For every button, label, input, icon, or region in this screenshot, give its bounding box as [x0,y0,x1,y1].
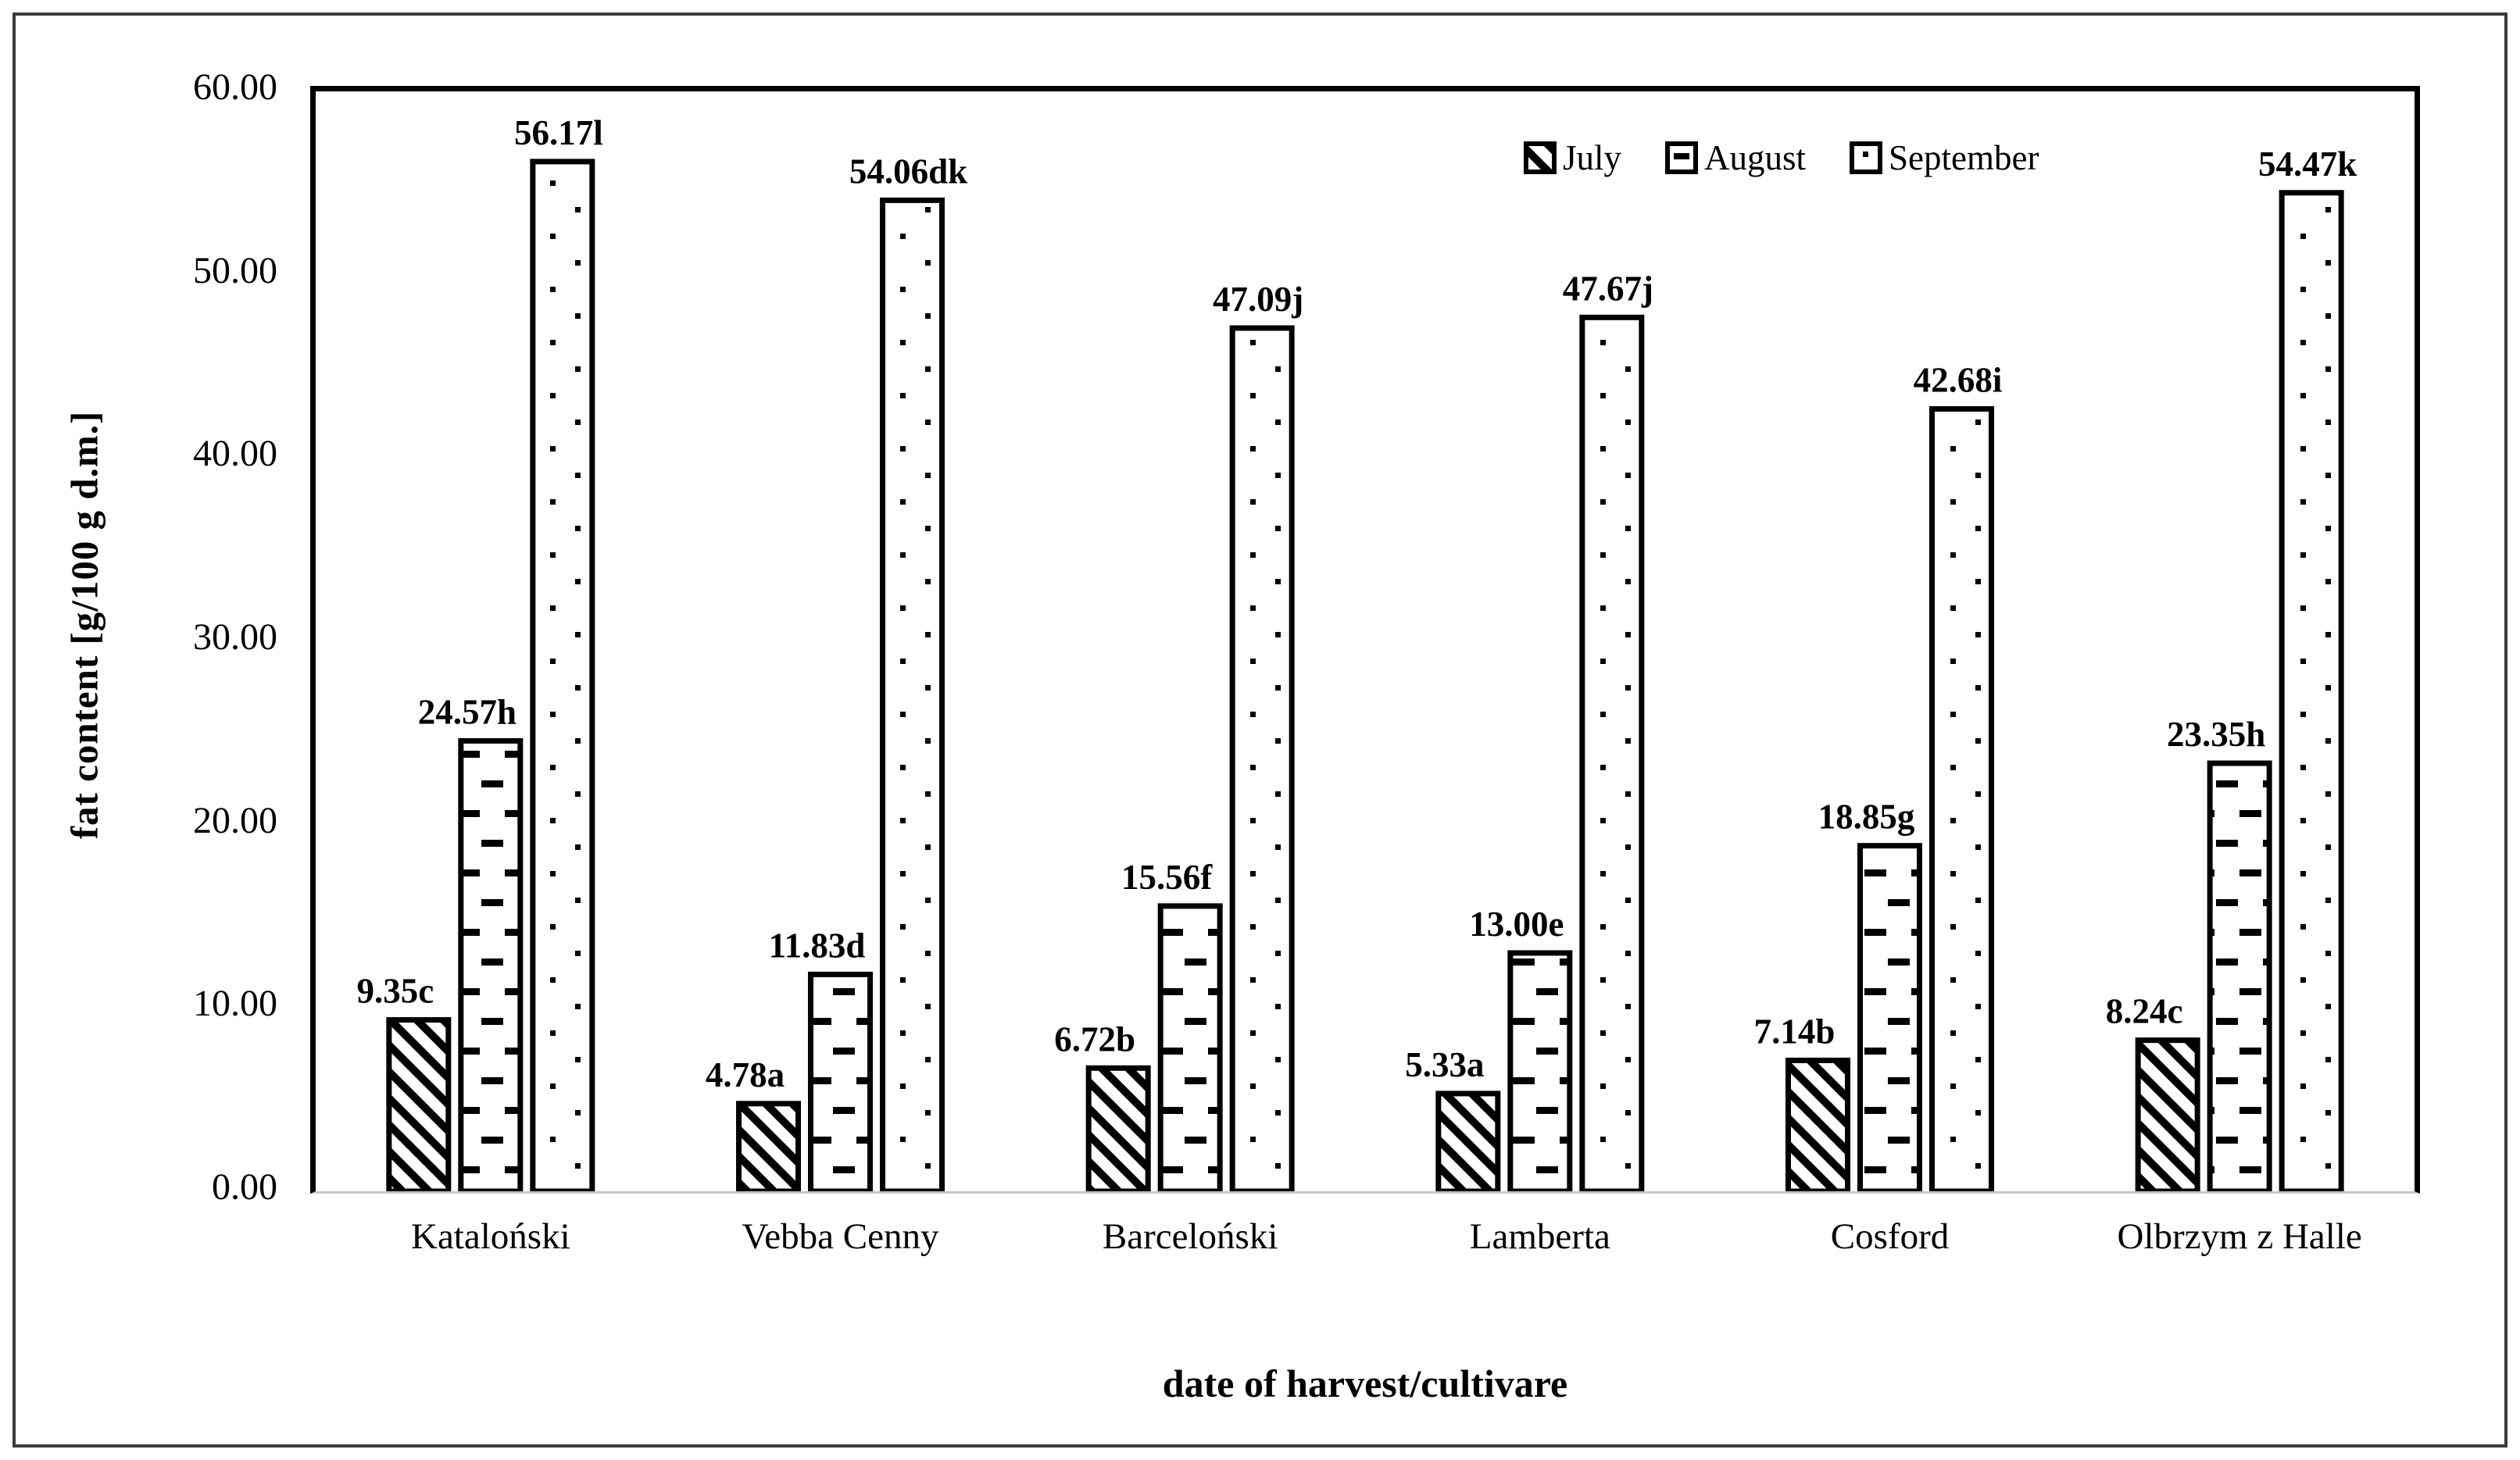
y-tick-label: 20.00 [193,799,277,841]
plot-area: 9.35c 24.57h 56.17l 4.78a 11.83d 54.06dk 6.72b… [310,86,2420,1194]
x-category-label: Kataloński [411,1216,570,1257]
bar-august-2 [808,971,873,1191]
x-category-label: Vebba Cenny [742,1216,939,1257]
bar-data-label: 15.56f [1121,858,1213,897]
bar-august-4 [1507,950,1573,1191]
bar-september-4 [1579,314,1645,1191]
legend-item-august: August [1665,137,1806,178]
bar-august-5 [1857,843,1922,1191]
legend-label-september: September [1889,138,2039,177]
bar-september-2 [880,197,945,1191]
bar-july-6 [2135,1037,2200,1191]
bar-data-label: 13.00e [1469,905,1564,944]
bar-data-label: 4.78a [706,1055,785,1094]
bar-data-label: 8.24c [2106,992,2183,1031]
bars-canvas: 9.35c 24.57h 56.17l 4.78a 11.83d 54.06dk 6.72b… [356,113,2357,1191]
x-category-label: Lamberta [1469,1216,1610,1257]
bar-july-5 [1785,1057,1850,1191]
bar-september-6 [2279,190,2344,1191]
bar-august-3 [1157,903,1223,1191]
y-tick-label: 50.00 [193,249,277,291]
bar-august-1 [458,737,524,1191]
y-tick-label: 0.00 [212,1166,277,1208]
legend: July August September [1524,137,2039,178]
bar-data-label: 54.47k [2258,145,2357,184]
bar-july-3 [1085,1065,1151,1191]
bar-july-4 [1435,1091,1501,1191]
august-dash-swatch-icon [1665,141,1699,174]
bar-data-label: 9.35c [356,972,434,1011]
bar-data-label: 56.17l [514,113,603,152]
bar-september-1 [530,159,595,1191]
y-tick-label: 40.00 [193,433,277,475]
y-tick-label: 30.00 [193,616,277,658]
x-category-label: Cosford [1830,1216,1950,1257]
bar-august-6 [2207,760,2272,1191]
bar-september-5 [1929,405,1994,1191]
bar-data-label: 23.35h [2167,715,2265,754]
bar-data-label: 47.67j [1563,269,1653,308]
bar-data-label: 18.85g [1818,798,1915,837]
bar-data-label: 5.33a [1405,1045,1484,1084]
x-category-label: Olbrzym z Halle [2117,1216,2362,1257]
bar-data-label: 6.72b [1054,1019,1135,1058]
y-tick-label: 60.00 [193,66,277,108]
legend-item-september: September [1850,137,2039,178]
x-axis-title: date of harvest/cultivare [1162,1362,1568,1405]
legend-label-july: July [1563,138,1622,177]
y-tick-label: 10.00 [193,983,277,1025]
bar-data-label: 7.14b [1754,1012,1835,1051]
legend-label-august: August [1704,138,1807,177]
bar-july-1 [386,1017,452,1191]
x-category-label: Barceloński [1102,1216,1278,1257]
july-hatch-swatch-icon [1524,141,1557,174]
bar-september-3 [1229,325,1295,1191]
september-dot-swatch-icon [1850,141,1883,174]
bar-data-label: 11.83d [769,926,866,965]
bar-july-2 [736,1101,801,1191]
bar-data-label: 54.06dk [849,152,967,191]
bar-data-label: 47.09j [1213,280,1303,319]
bar-data-label: 24.57h [418,692,517,731]
legend-item-july: July [1524,137,1621,178]
bar-data-label: 42.68i [1914,360,2003,399]
